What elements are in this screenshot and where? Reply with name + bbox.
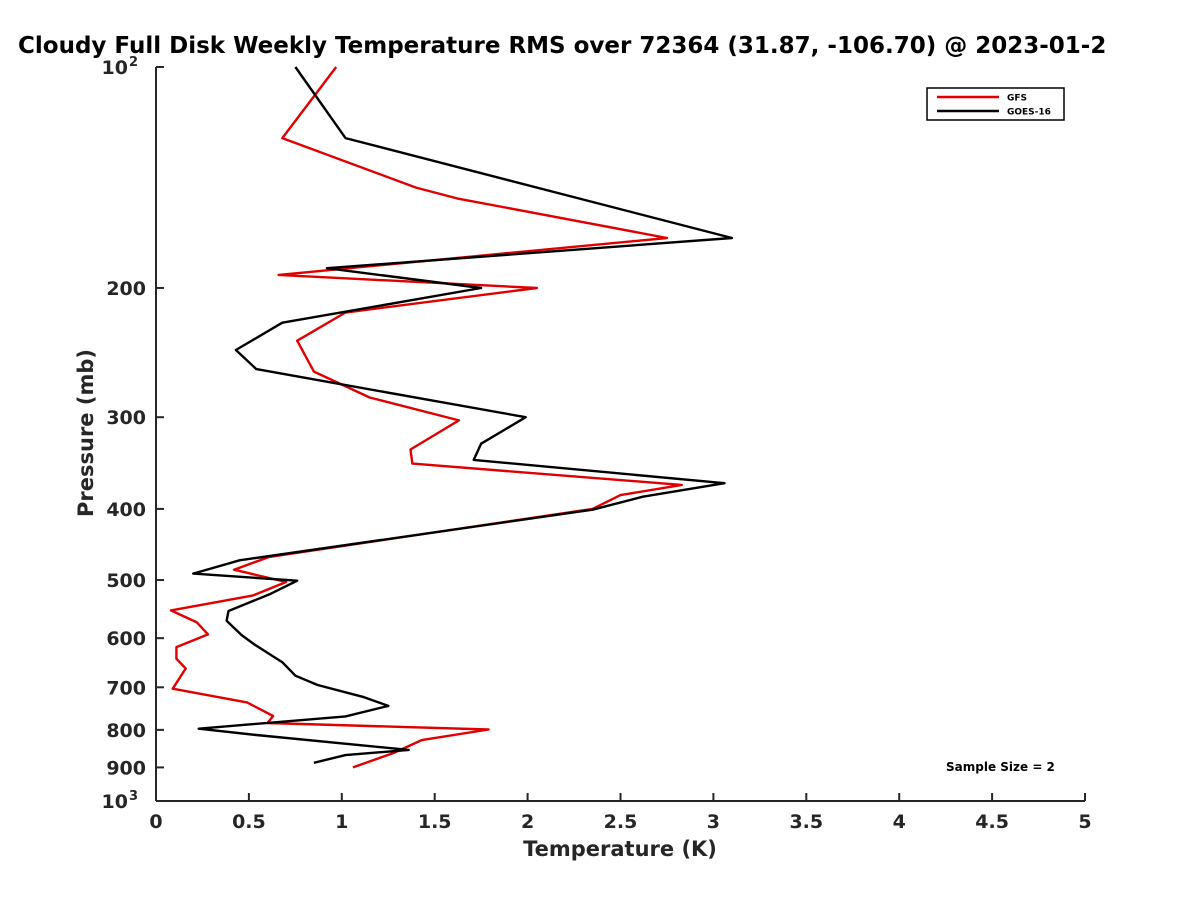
y-tick-label-exponent: 3 [129, 789, 138, 804]
x-tick-label: 4 [893, 811, 906, 833]
y-tick-label: 500 [106, 570, 146, 592]
x-axis-label: Temperature (K) [523, 837, 717, 861]
legend-label-goes-16: GOES-16 [1007, 108, 1051, 118]
x-tick-label: 0.5 [232, 811, 266, 833]
series-layer [169, 66, 734, 769]
legend: GFS GOES-16 [926, 87, 1065, 121]
x-tick-label: 5 [1078, 811, 1091, 833]
series-line-goes-16 [191, 66, 734, 764]
y-tick-label: 900 [106, 757, 146, 779]
y-tick-label: 400 [106, 499, 146, 521]
x-tick-label: 4.5 [975, 811, 1009, 833]
x-tick-label: 3.5 [789, 811, 823, 833]
legend-label-gfs: GFS [1007, 94, 1027, 104]
y-tick-label: 10 [102, 791, 128, 813]
y-tick-label: 10 [102, 57, 128, 79]
legend-box [926, 87, 1065, 121]
y-axis-label: Pressure (mb) [74, 349, 98, 517]
y-tick-label: 700 [106, 677, 146, 699]
sample-size-annotation: Sample Size = 2 [946, 760, 1055, 774]
x-tick-label: 2.5 [604, 811, 638, 833]
axes-layer: 0 0.5 1 1.5 2 2.5 3 3.5 4 4.5 510 22003004005006007… [102, 55, 1092, 833]
y-tick-label-exponent: 2 [129, 55, 138, 70]
plot-area [156, 67, 1085, 801]
y-tick-label: 600 [106, 628, 146, 650]
y-tick-label: 300 [106, 407, 146, 429]
chart-title: Cloudy Full Disk Weekly Temperature RMS … [18, 33, 1106, 59]
series-line-gfs [169, 66, 683, 769]
x-tick-label: 0 [149, 811, 162, 833]
y-tick-label: 200 [106, 278, 146, 300]
y-tick-label: 800 [106, 720, 146, 742]
x-tick-label: 2 [521, 811, 534, 833]
x-tick-label: 1 [335, 811, 348, 833]
x-tick-label: 1.5 [418, 811, 452, 833]
x-tick-label: 3 [707, 811, 720, 833]
